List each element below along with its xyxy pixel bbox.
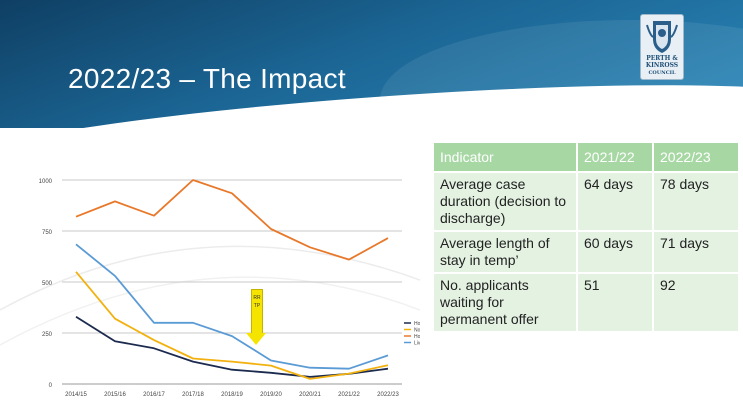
indicator-table: Indicator 2021/22 2022/23 Average case d… [432,141,740,333]
rrtp-label: RRTP [253,295,261,309]
row-value-2021-22: 60 days [578,232,652,272]
series-line [75,271,389,380]
rrtp-arrow-shaft: RRTP [251,289,263,335]
x-tick-label: 2016/17 [143,392,165,398]
table-header-row: Indicator 2021/22 2022/23 [434,143,738,171]
council-logo: PERTH & KINROSS COUNCIL [640,14,684,80]
x-tick-label: 2015/16 [104,392,126,398]
series-line [75,179,389,261]
logo-text-line3: COUNCIL [648,70,676,76]
y-tick-label: 0 [49,383,53,389]
table-row: Average case duration (decision to disch… [434,173,738,230]
row-indicator: Average case duration (decision to disch… [434,173,576,230]
line-chart: 0 250 500 750 1000 2014/15 2015/16 2016/17 2017/… [0,179,420,398]
y-tick-label: 250 [42,332,53,338]
rrtp-arrow-head [246,333,266,345]
x-tick-label: 2020/21 [299,392,321,398]
table-row: Average length of stay in temp’ 60 days … [434,232,738,272]
row-indicator: No. applicants waiting for permanent off… [434,274,576,331]
row-value-2021-22: 64 days [578,173,652,230]
header-indicator: Indicator [434,143,576,171]
x-tick-label: 2017/18 [182,392,204,398]
header-2022-23: 2022/23 [654,143,738,171]
legend-label: Homeless Presentations [414,334,420,340]
crest-icon [646,21,678,53]
y-tick-label: 750 [42,230,53,236]
y-tick-label: 500 [42,281,53,287]
background-arc [0,276,420,346]
row-value-2022-23: 78 days [654,173,738,230]
slide-title: 2022/23 – The Impact [68,63,346,94]
row-value-2022-23: 92 [654,274,738,331]
y-tick-label: 1000 [39,179,53,185]
x-tick-label: 2018/19 [221,392,243,398]
background-arc [0,245,420,311]
series-line [75,243,389,370]
x-tick-label: 2014/15 [65,392,87,398]
row-indicator: Average length of stay in temp’ [434,232,576,272]
logo-text-line2: KINROSS [645,62,679,69]
header-2021-22: 2021/22 [578,143,652,171]
logo-text-line1: PERTH & [646,55,678,62]
x-tick-label: 2019/20 [260,392,282,398]
row-value-2021-22: 51 [578,274,652,331]
x-tick-label: 2021/22 [338,392,360,398]
row-value-2022-23: 71 days [654,232,738,272]
legend-label: No. Waiting for an Offer [414,328,420,334]
x-tick-label: 2022/23 [377,392,399,398]
legend-label: Households in TA [414,321,420,327]
legend-label: Live Homeless Cases [414,341,420,347]
table-row: No. applicants waiting for permanent off… [434,274,738,331]
